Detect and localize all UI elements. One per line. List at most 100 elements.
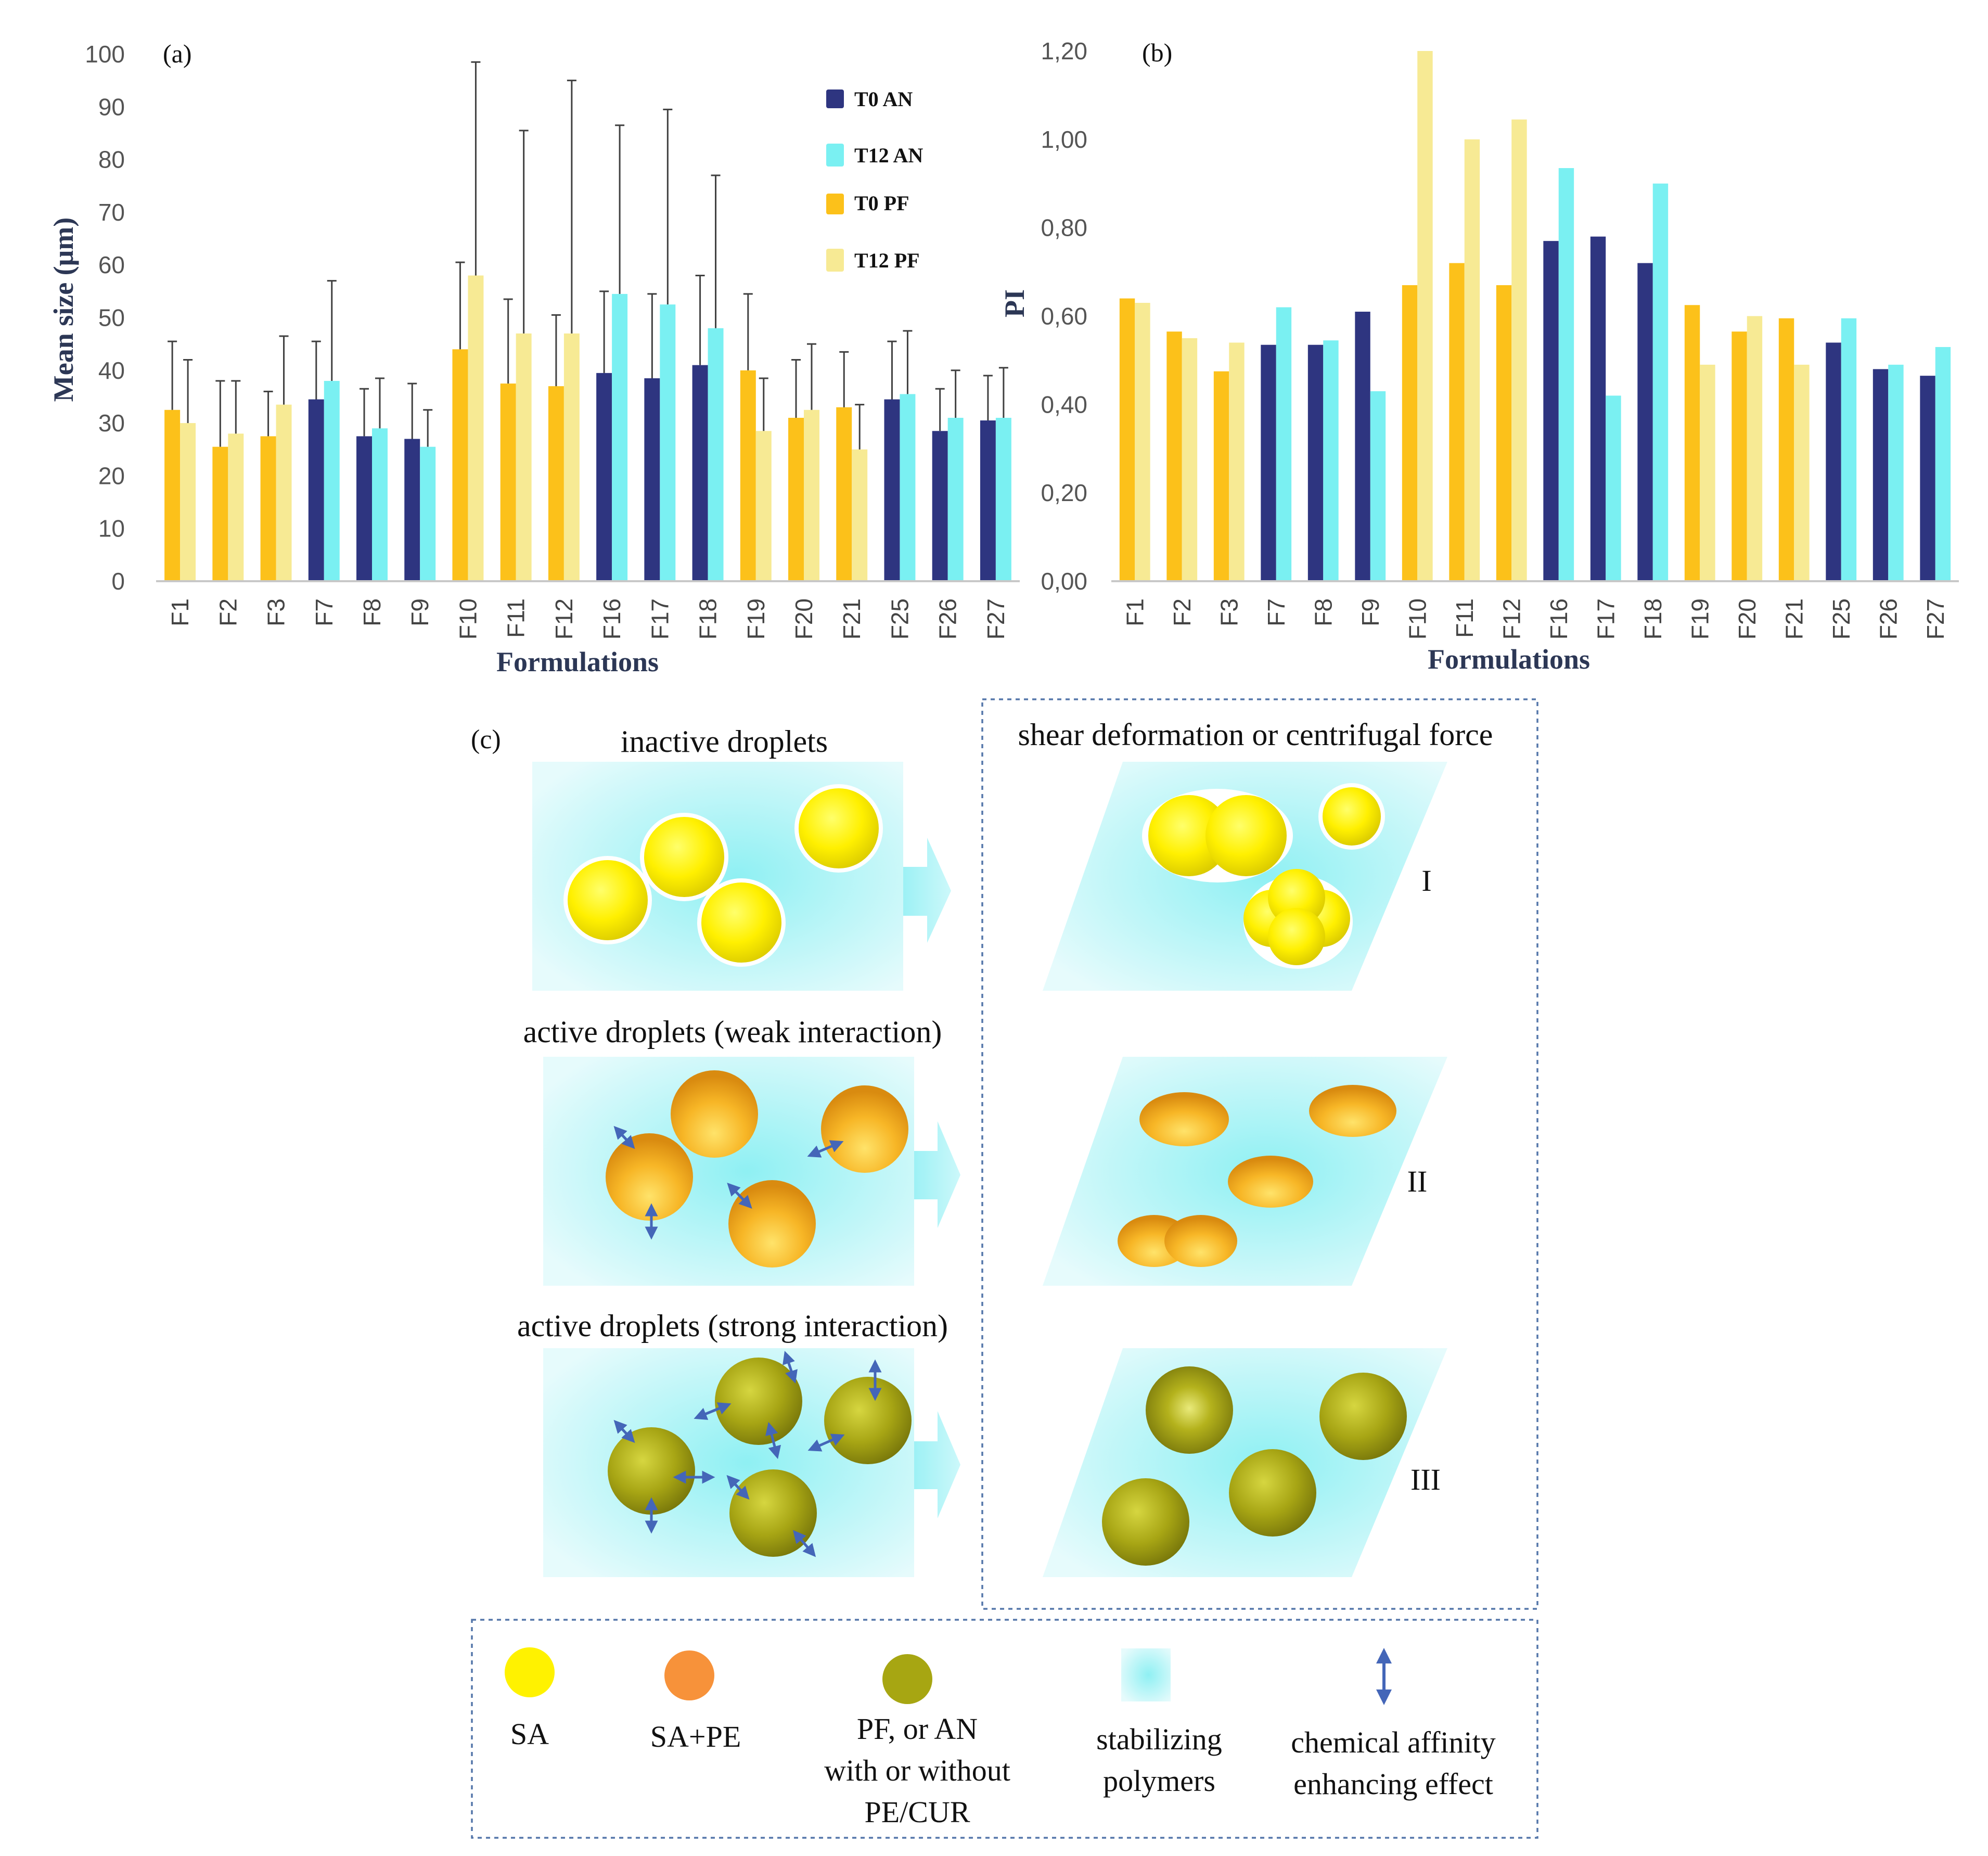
legend-pf-an-label-1: PF, or AN <box>857 1712 978 1746</box>
x-tick-label-F18: F18 <box>1639 598 1666 639</box>
error-bars-a <box>168 61 1008 450</box>
row2-arrow-icon <box>914 1121 960 1228</box>
x-tick-label-F10: F10 <box>1404 598 1431 639</box>
droplet-sa-pe <box>1139 1092 1229 1146</box>
affinity-arrow <box>726 1475 750 1500</box>
bar-F12-T12 <box>1511 119 1527 581</box>
legend-sa-label: SA <box>510 1717 549 1751</box>
droplet-sa-pe <box>821 1085 908 1173</box>
row1-title: inactive droplets <box>621 724 828 759</box>
y-tick-label: 50 <box>98 304 125 331</box>
bar-F3-T0 <box>260 436 276 581</box>
x-tick-label-F16: F16 <box>1545 598 1572 639</box>
x-tick-label-F26: F26 <box>1875 598 1902 639</box>
bar-F27-T0 <box>980 420 996 581</box>
y-tick-label: 80 <box>98 146 125 173</box>
x-tick-label-F25: F25 <box>1828 598 1855 639</box>
roman-I: I <box>1421 864 1431 898</box>
legend-swatch-t0-an <box>826 89 844 108</box>
bar-F2-T12 <box>1182 338 1198 581</box>
droplet-pf-an <box>1146 1366 1233 1454</box>
affinity-arrows-row3 <box>613 1351 882 1557</box>
bar-F8-T0 <box>356 436 372 581</box>
bar-F26-T12 <box>1888 364 1904 581</box>
y-tick-label: 70 <box>98 199 125 226</box>
bar-F7-T0 <box>1261 344 1276 581</box>
affinity-arrow <box>727 1183 752 1209</box>
bar-F9-T0 <box>404 439 420 581</box>
legend-label-t12-pf: T12 PF <box>854 249 920 272</box>
x-tick-label-F27: F27 <box>982 598 1009 639</box>
droplet-sa <box>794 784 883 873</box>
affinity-arrow <box>613 1419 635 1443</box>
x-axis-title-a: Formulations <box>496 646 659 677</box>
x-tick-label-F21: F21 <box>1780 598 1807 639</box>
bar-F2-T0 <box>1166 331 1182 581</box>
x-tick-label-F12: F12 <box>550 598 578 639</box>
bar-F27-T12 <box>1935 347 1951 581</box>
legend-swatch-t0-pf <box>826 194 844 214</box>
x-tick-label-F1: F1 <box>1121 598 1148 626</box>
x-tick-label-F26: F26 <box>934 598 961 639</box>
y-tick-label: 40 <box>98 357 125 384</box>
roman-II: II <box>1407 1164 1428 1198</box>
bar-F21-T12 <box>1794 364 1810 581</box>
bar-F25-T0 <box>1826 342 1841 581</box>
bar-F16-T12 <box>1558 168 1574 581</box>
bar-F11-T12 <box>1464 139 1480 581</box>
droplet-sa <box>563 856 652 944</box>
x-tick-label-F19: F19 <box>742 598 769 639</box>
bar-F20-T0 <box>788 417 804 581</box>
affinity-arrow <box>613 1125 635 1149</box>
y-tick-label: 30 <box>98 409 125 437</box>
bar-F25-T12 <box>900 394 916 581</box>
bar-F12-T12 <box>563 333 580 581</box>
bar-F10-T0 <box>1402 285 1418 581</box>
affinity-arrow <box>765 1422 781 1460</box>
bars-a <box>164 275 1011 581</box>
bar-F2-T12 <box>228 433 244 581</box>
bar-F16-T12 <box>612 293 628 581</box>
legend-pf-an-label-2: with or without <box>824 1753 1010 1787</box>
legend-label-t12-an: T12 AN <box>854 144 923 167</box>
bar-F25-T0 <box>884 399 900 581</box>
x-tick-label-F1: F1 <box>166 598 194 626</box>
y-axis-title-b: PI <box>999 289 1030 317</box>
bar-F8-T12 <box>372 428 388 581</box>
bar-F1-T0 <box>1119 298 1135 581</box>
y-tick-label: 100 <box>85 41 125 68</box>
y-tick-label: 1,20 <box>1041 37 1087 65</box>
bar-F3-T12 <box>276 404 292 581</box>
y-axis-title-a: Mean size (μm) <box>48 217 79 402</box>
bar-F16-T0 <box>1543 241 1559 581</box>
y-tick-label: 0,40 <box>1041 391 1087 418</box>
legend-affinity-label-2: enhancing effect <box>1293 1767 1493 1801</box>
x-tick-labels-a: F1 F2 F3 F7 F8 F9 F10 F11 F12 F16 F17 F18 F19 F20 F21 F… <box>166 598 1009 639</box>
droplet-sa-pe <box>1164 1215 1237 1267</box>
bar-F18-T0 <box>1637 263 1653 582</box>
y-tick-label: 0,60 <box>1041 303 1087 330</box>
droplet-sa <box>1205 795 1287 876</box>
droplet-sa <box>640 813 728 901</box>
x-axis-title-b: Formulations <box>1428 644 1590 675</box>
legend-label-t0-pf: T0 PF <box>854 191 909 215</box>
droplet-sa <box>1148 795 1229 876</box>
bar-F18-T0 <box>692 365 708 581</box>
droplet-sa-pe <box>728 1180 816 1268</box>
bar-F7-T12 <box>1276 307 1292 581</box>
affinity-arrow <box>792 1530 816 1557</box>
bar-F21-T12 <box>852 449 868 581</box>
bar-F26-T12 <box>947 417 964 581</box>
row2-title: active droplets (weak interaction) <box>523 1015 942 1049</box>
legend-polymer-label-2: polymers <box>1103 1764 1215 1798</box>
y-tick-label: 60 <box>98 251 125 278</box>
x-tick-label-F17: F17 <box>646 598 673 639</box>
y-tick-label: 0,20 <box>1041 479 1087 506</box>
bar-F27-T0 <box>1920 376 1935 581</box>
bar-F21-T0 <box>836 407 852 581</box>
droplet-sa-pe <box>1309 1085 1396 1137</box>
bar-F12-T0 <box>548 386 564 581</box>
droplet-pf-an <box>1229 1449 1316 1537</box>
